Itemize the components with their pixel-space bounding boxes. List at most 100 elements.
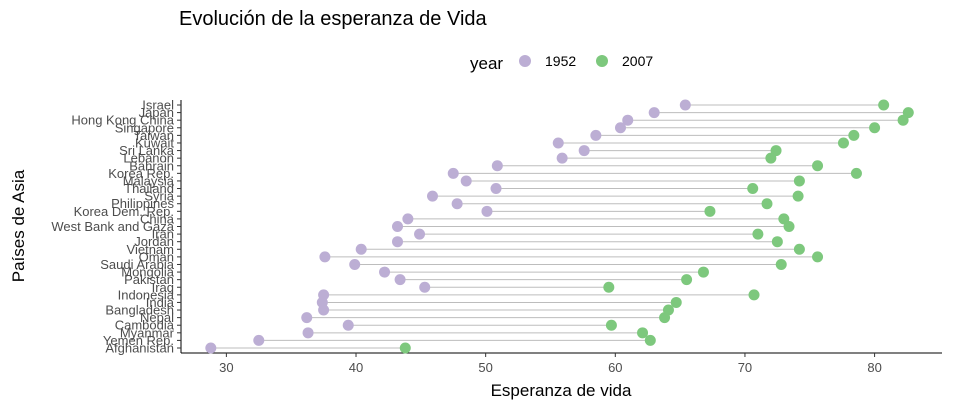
- point-2007-hong-kong-china: [897, 114, 909, 126]
- point-2007-taiwan: [848, 129, 860, 141]
- point-1952-syria: [427, 190, 439, 202]
- point-1952-bangladesh: [318, 304, 330, 316]
- point-1952-afghanistan: [205, 342, 217, 354]
- y-tick-label: Yemen Rep.: [103, 333, 174, 348]
- x-tick-label: 60: [608, 360, 622, 375]
- y-tick-label: Iran: [152, 227, 174, 242]
- x-ticks: 30 40 50 60 70 80: [219, 353, 882, 375]
- point-2007-afghanistan: [399, 342, 411, 354]
- point-1952-bahrain: [491, 160, 503, 172]
- point-2007-pakistan: [681, 274, 693, 286]
- x-tick-label: 50: [478, 360, 492, 375]
- point-2007-jordan: [771, 236, 783, 248]
- point-2007-bahrain: [812, 160, 824, 172]
- point-1952-oman: [319, 251, 331, 263]
- point-1952-lebanon: [556, 152, 568, 164]
- y-tick-label: Thailand: [124, 181, 174, 196]
- y-tick-label: Oman: [139, 249, 174, 264]
- point-2007-saudi-arabia: [775, 258, 787, 270]
- point-1952-cambodia: [342, 319, 354, 331]
- point-1952-saudi-arabia: [349, 258, 361, 270]
- point-1952-malaysia: [460, 175, 472, 187]
- y-tick-label: Hong Kong China: [71, 113, 174, 128]
- point-1952-iraq: [419, 281, 431, 293]
- point-1952-china: [402, 213, 414, 225]
- point-2007-nepal: [659, 312, 671, 324]
- point-2007-oman: [812, 251, 824, 263]
- y-tick-label: Vietnam: [127, 242, 174, 257]
- point-1952-pakistan: [394, 274, 406, 286]
- point-2007-iran: [752, 228, 764, 240]
- y-tick-label: Jordan: [134, 234, 174, 249]
- y-tick-label: Taiwan: [134, 128, 174, 143]
- point-2007-india: [670, 296, 682, 308]
- y-tick-label: Iraq: [152, 280, 174, 295]
- point-1952-japan: [648, 107, 660, 119]
- point-1952-singapore: [614, 122, 626, 134]
- y-axis-label: Países de Asia: [9, 169, 28, 282]
- point-2007-thailand: [747, 183, 759, 195]
- y-tick-label: Afghanistan: [105, 341, 174, 356]
- y-tick-label: Indonesia: [118, 287, 175, 302]
- x-tick-label: 80: [867, 360, 881, 375]
- point-2007-malaysia: [793, 175, 805, 187]
- point-1952-thailand: [490, 183, 502, 195]
- x-axis-label: Esperanza de vida: [491, 381, 632, 400]
- point-2007-korea-dem-rep: [704, 205, 716, 217]
- y-tick-label: Singapore: [115, 120, 174, 135]
- y-tick-label: Korea Dem. Rep.: [74, 204, 174, 219]
- legend-key-1952: [519, 55, 531, 67]
- legend-label-2007: 2007: [622, 53, 653, 69]
- y-tick-label: Malaysia: [123, 173, 175, 188]
- y-tick-label: West Bank and Gaza: [51, 219, 174, 234]
- legend-key-2007: [596, 55, 608, 67]
- y-tick-label: India: [146, 295, 175, 310]
- point-2007-korea-rep: [850, 167, 862, 179]
- point-1952-korea-dem-rep: [481, 205, 493, 217]
- y-tick-label: Pakistan: [124, 272, 174, 287]
- y-tick-label: China: [140, 211, 175, 226]
- y-tick-label: Lebanon: [123, 151, 174, 166]
- point-1952-hong-kong-china: [622, 114, 634, 126]
- point-1952-iran: [414, 228, 426, 240]
- point-1952-west-bank-and-gaza: [392, 221, 404, 232]
- y-tick-label: Saudi Arabia: [100, 257, 174, 272]
- y-tick-label: Bahrain: [129, 158, 174, 173]
- y-tick-label: Sri Lanka: [119, 143, 175, 158]
- point-2007-singapore: [869, 122, 881, 134]
- legend-label-1952: 1952: [545, 53, 576, 69]
- y-tick-label: Japan: [139, 105, 174, 120]
- point-2007-yemen-rep: [644, 334, 656, 346]
- segments: [210, 104, 909, 349]
- point-1952-yemen-rep: [253, 334, 265, 346]
- y-tick-label: Kuwait: [135, 135, 174, 150]
- y-tick-label: Korea Rep.: [108, 166, 174, 181]
- y-tick-label: Mongolia: [121, 265, 175, 280]
- points: [205, 99, 914, 354]
- point-1952-myanmar: [302, 327, 314, 339]
- point-1952-israel: [679, 99, 691, 111]
- point-2007-mongolia: [697, 266, 709, 278]
- point-2007-indonesia: [748, 289, 760, 301]
- x-tick-label: 70: [738, 360, 752, 375]
- point-1952-jordan: [392, 236, 404, 248]
- point-2007-iraq: [603, 281, 615, 293]
- point-2007-lebanon: [765, 152, 777, 164]
- legend-title: year: [470, 54, 503, 73]
- point-1952-vietnam: [355, 243, 367, 255]
- point-2007-cambodia: [605, 319, 617, 331]
- y-tick-label: Syria: [144, 189, 174, 204]
- chart-title: Evolución de la esperanza de Vida: [179, 8, 488, 30]
- point-2007-vietnam: [793, 243, 805, 255]
- y-tick-label: Israel: [142, 98, 174, 113]
- point-1952-mongolia: [379, 266, 391, 278]
- y-tick-label: Cambodia: [115, 318, 175, 333]
- point-1952-nepal: [301, 312, 313, 324]
- y-tick-label: Nepal: [140, 310, 174, 325]
- y-tick-label: Philippines: [111, 196, 174, 211]
- point-2007-philippines: [761, 198, 773, 210]
- x-tick-label: 40: [349, 360, 363, 375]
